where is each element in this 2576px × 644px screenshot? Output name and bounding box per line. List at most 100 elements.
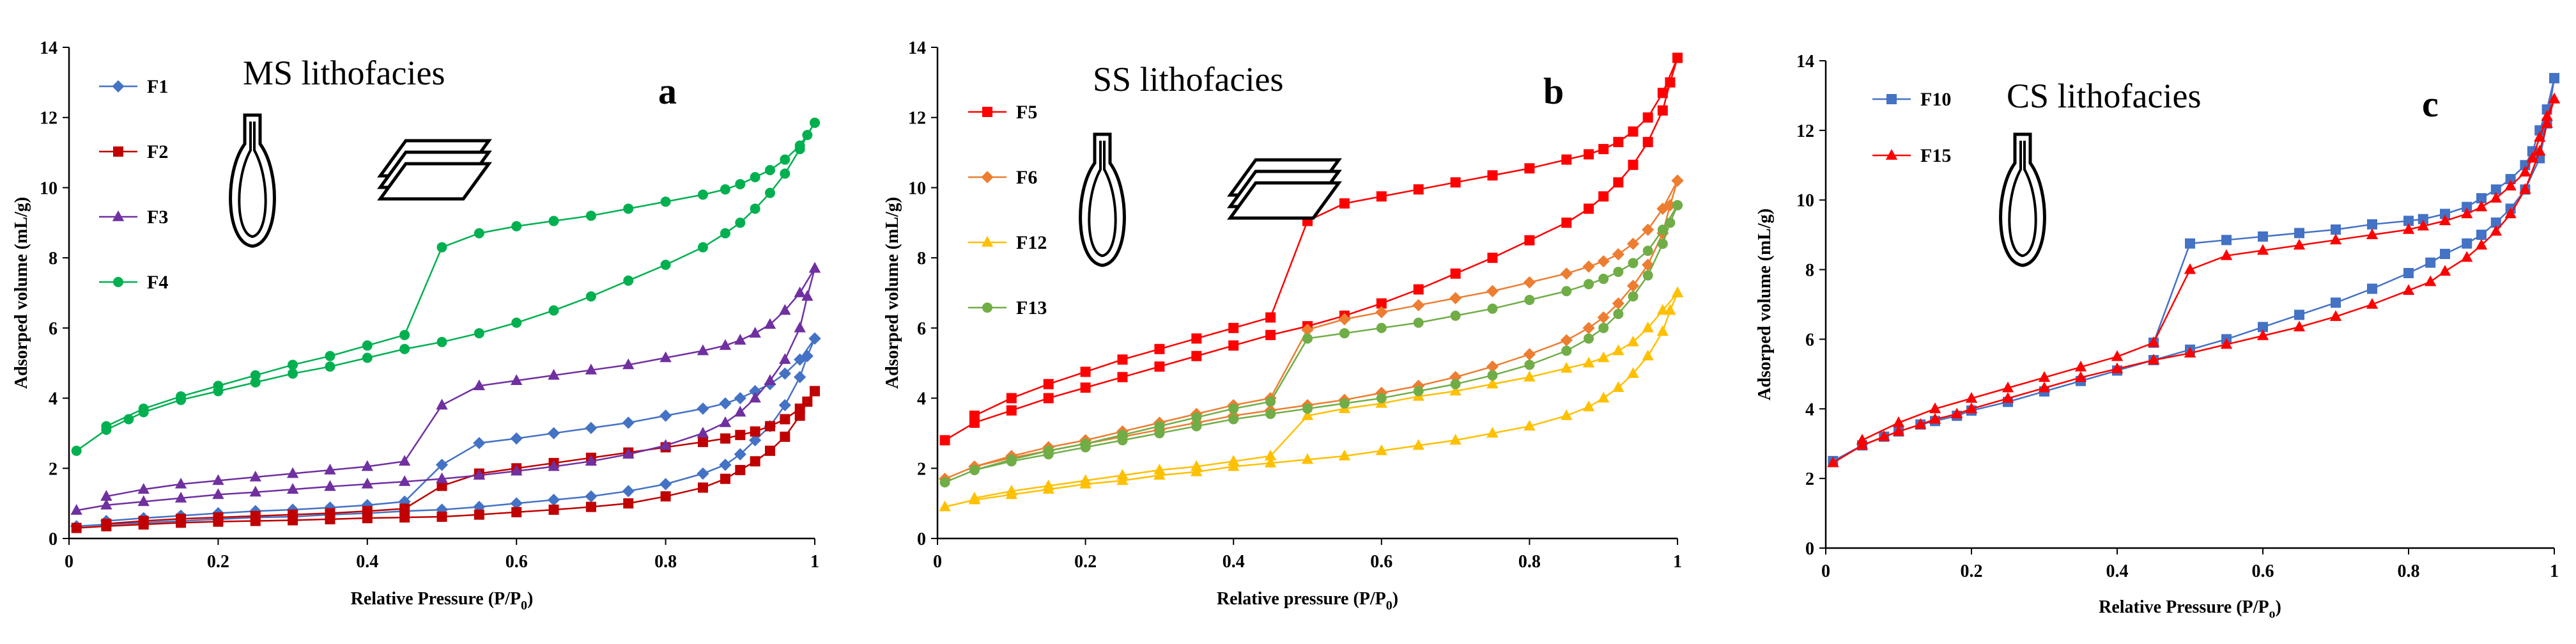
data-point (2439, 265, 2451, 276)
data-point (548, 368, 560, 380)
y-tick-label: 12 (40, 109, 58, 129)
data-point (138, 515, 149, 526)
data-point (1671, 174, 1684, 187)
data-point (435, 459, 449, 471)
data-point (2462, 238, 2472, 249)
data-point (2548, 92, 2561, 104)
data-point (802, 130, 813, 141)
data-point (1486, 285, 1499, 297)
series-F3 (70, 262, 821, 515)
data-point (1486, 377, 1499, 389)
data-point (1612, 381, 1624, 392)
data-point (2461, 251, 2473, 262)
data-point (1561, 345, 1572, 356)
data-point (1561, 409, 1573, 420)
data-point (1117, 354, 1128, 365)
data-point (794, 140, 805, 151)
data-point (2475, 239, 2488, 250)
data-point (749, 391, 761, 403)
desorption-line (1862, 98, 2556, 441)
y-tick-label: 0 (49, 530, 58, 549)
data-point (1656, 325, 1669, 336)
data-point (1524, 235, 1535, 246)
data-point (511, 221, 522, 232)
data-point (1628, 159, 1639, 170)
data-point (1613, 308, 1624, 319)
data-point (749, 327, 761, 338)
data-point (1582, 400, 1595, 412)
data-point (1006, 405, 1017, 416)
data-point (2001, 391, 2014, 403)
legend-marker (112, 80, 125, 93)
data-point (794, 353, 806, 366)
data-point (1856, 434, 1869, 445)
data-point (1628, 291, 1639, 302)
y-tick-label: 6 (917, 319, 926, 339)
data-point (286, 467, 299, 478)
data-point (2541, 110, 2553, 121)
data-point (2504, 179, 2517, 191)
y-tick-label: 12 (908, 109, 926, 129)
data-point (1657, 239, 1668, 249)
data-point (2220, 249, 2233, 260)
legend-marker (113, 146, 123, 157)
data-point (1487, 303, 1498, 314)
data-point (1626, 279, 1640, 292)
data-point (794, 287, 806, 297)
data-point (1584, 203, 1594, 214)
legend-marker (112, 210, 125, 221)
chart-panel-a: 0 2 4 6 8 10 12 14 0 0.2 0.4 0.6 0.8 1 Relative Pressu… (12, 38, 821, 613)
data-point (2331, 297, 2341, 308)
data-point (720, 433, 730, 444)
data-point (780, 168, 791, 179)
data-point (1665, 77, 1676, 88)
data-point (749, 434, 762, 446)
data-point (1265, 397, 1276, 407)
data-point (1376, 191, 1387, 202)
data-point (1449, 384, 1462, 396)
data-point (2294, 310, 2304, 320)
data-point (1523, 348, 1536, 361)
data-point (764, 165, 775, 175)
data-point (778, 398, 791, 412)
legend-entry-F12: F12 (968, 232, 1047, 253)
data-point (780, 414, 791, 425)
data-point (734, 448, 746, 460)
data-point (1665, 217, 1676, 228)
data-point (939, 435, 950, 446)
legend-label: F5 (1016, 102, 1037, 123)
data-point (1079, 474, 1091, 485)
data-point (1560, 267, 1573, 280)
desorption-line (106, 267, 816, 498)
series-F2 (71, 386, 820, 533)
data-point (1642, 349, 1654, 361)
data-point (623, 275, 634, 286)
x-tick-label: 1 (1673, 552, 1682, 572)
data-point (1450, 310, 1461, 321)
x-tick-label: 0 (933, 552, 942, 572)
data-point (780, 431, 791, 442)
y-tick-label: 10 (1796, 191, 1814, 211)
ink-bottle-pore-icon (1999, 132, 2046, 267)
data-point (1671, 287, 1684, 297)
data-point (660, 196, 671, 207)
series-F12 (939, 287, 1684, 512)
data-point (1301, 409, 1314, 420)
data-point (436, 242, 447, 253)
data-point (1524, 163, 1535, 174)
data-point (2440, 249, 2450, 260)
data-point (1116, 469, 1129, 480)
data-point (1612, 297, 1624, 310)
data-point (585, 291, 596, 302)
data-point (1965, 402, 1978, 414)
data-point (250, 510, 261, 521)
y-tick-label: 14 (908, 38, 926, 58)
data-point (2534, 130, 2546, 142)
slit-layer (377, 162, 492, 201)
data-point (1657, 105, 1668, 116)
data-point (1582, 260, 1595, 273)
data-point (2147, 354, 2160, 365)
data-point (325, 508, 335, 519)
data-point (548, 505, 559, 515)
data-point (1627, 335, 1639, 347)
